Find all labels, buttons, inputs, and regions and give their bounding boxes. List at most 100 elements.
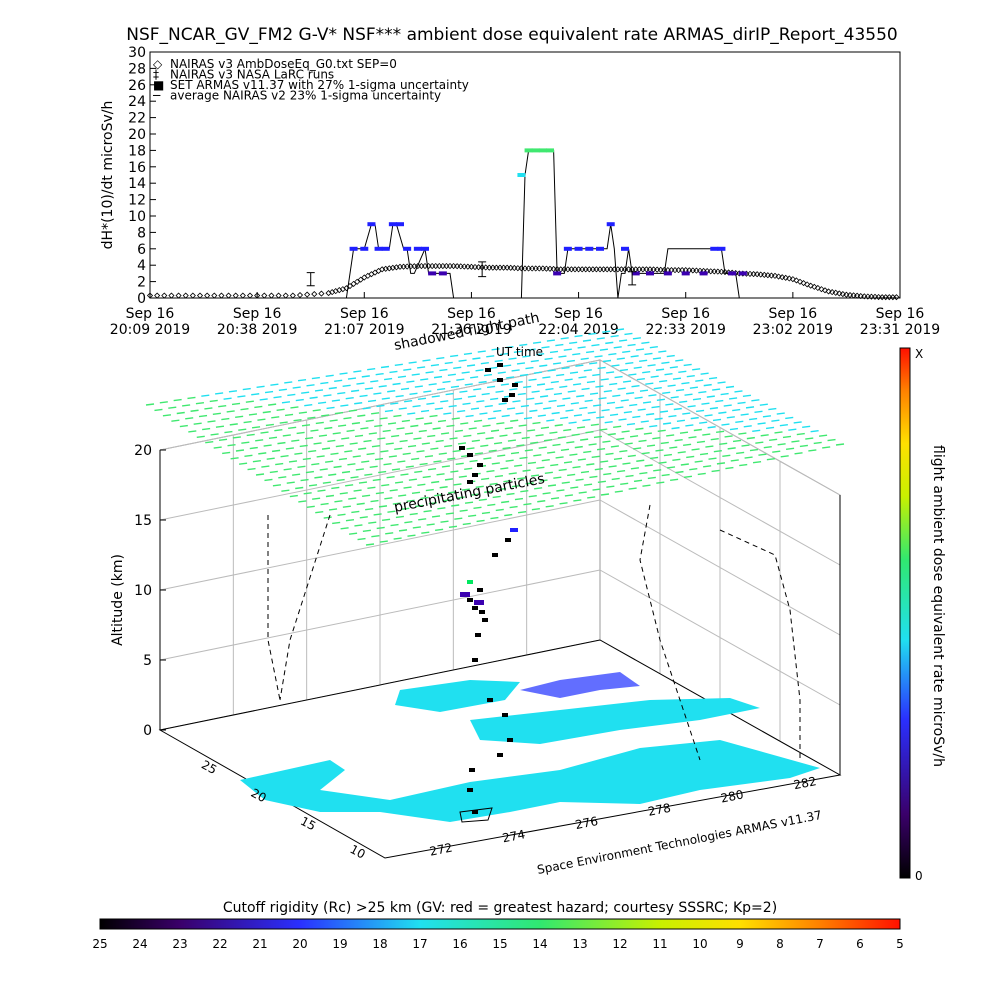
particle-mark <box>656 369 664 370</box>
particle-mark <box>288 427 296 428</box>
x-tick-date: Sep 16 <box>340 306 389 322</box>
particle-mark <box>503 365 511 366</box>
particle-mark <box>339 459 347 460</box>
x-tick-time: 23:31 2019 <box>860 322 940 338</box>
particle-mark <box>533 455 541 456</box>
particle-mark <box>514 465 522 466</box>
particle-mark <box>417 367 425 368</box>
particle-mark <box>364 474 372 475</box>
particle-mark <box>239 463 247 464</box>
particle-mark <box>452 418 460 419</box>
particle-mark <box>586 432 594 433</box>
particle-mark <box>530 442 538 443</box>
particle-mark <box>393 415 401 416</box>
particle-mark <box>282 402 290 403</box>
nairas-point <box>530 266 535 271</box>
particle-mark <box>760 404 768 405</box>
particle-mark <box>255 440 263 441</box>
particle-mark <box>436 358 444 359</box>
particle-mark <box>698 392 706 393</box>
y-tick-label: 0 <box>137 291 146 307</box>
particle-mark <box>366 420 374 421</box>
flight-path-point <box>479 610 485 614</box>
flight-path-point <box>509 393 515 397</box>
flight-path-point <box>472 473 478 477</box>
particle-mark <box>547 340 555 341</box>
particle-mark <box>562 398 570 399</box>
particle-mark <box>306 472 314 473</box>
particle-mark <box>598 367 606 368</box>
nairas-point <box>598 267 603 272</box>
particle-mark <box>648 477 656 478</box>
particle-mark <box>780 425 788 426</box>
particle-mark <box>384 464 392 465</box>
particle-mark <box>449 526 457 527</box>
particle-mark <box>481 363 489 364</box>
particle-mark <box>575 365 583 366</box>
particle-mark <box>524 418 532 419</box>
x-tick-date: Sep 16 <box>233 306 282 322</box>
x-tick-time: 20:09 2019 <box>110 322 190 338</box>
particle-mark <box>221 419 229 420</box>
particle-mark <box>331 487 339 488</box>
particle-mark <box>644 353 652 354</box>
particle-mark <box>196 403 204 404</box>
particle-mark <box>611 446 619 447</box>
flight-3d-scene: 05101520 Altitude (km) 27227427627828028… <box>110 310 844 877</box>
particle-mark <box>689 469 697 470</box>
particle-mark <box>781 456 789 457</box>
x-tick-time: 21:07 2019 <box>324 322 404 338</box>
particle-mark <box>805 438 813 439</box>
particle-mark <box>466 416 474 417</box>
x-tick-time: 22:33 2019 <box>645 322 725 338</box>
particle-mark <box>445 362 453 363</box>
particle-mark <box>686 456 694 457</box>
particle-mark <box>691 418 699 419</box>
nairas-point <box>198 293 203 298</box>
particle-mark <box>747 438 755 439</box>
particle-mark <box>380 541 388 542</box>
particle-mark <box>326 375 334 376</box>
flight-path-point <box>469 768 475 772</box>
particle-mark <box>399 530 407 531</box>
particle-mark <box>622 463 630 464</box>
particle-mark <box>346 398 354 399</box>
particle-mark <box>605 342 613 343</box>
particle-mark <box>269 437 277 438</box>
particle-mark <box>542 377 550 378</box>
particle-mark <box>435 529 443 530</box>
nairas-point <box>626 267 631 272</box>
particle-mark <box>692 449 700 450</box>
particle-mark <box>548 485 556 486</box>
particle-mark <box>528 462 536 463</box>
particle-mark <box>314 443 322 444</box>
nairas-point <box>312 292 317 297</box>
particle-mark <box>257 419 265 420</box>
particle-mark <box>532 391 540 392</box>
particle-mark <box>385 410 393 411</box>
particle-mark <box>590 393 598 394</box>
particle-mark <box>576 479 584 480</box>
particle-mark <box>519 425 527 426</box>
particle-mark <box>766 427 774 428</box>
particle-mark <box>428 469 436 470</box>
particle-mark <box>326 495 334 496</box>
rigidity-tick-label: 21 <box>252 937 267 951</box>
y-tick-label: 2 <box>137 275 146 291</box>
particle-mark <box>802 426 810 427</box>
longitude-tick-label: 282 <box>792 774 817 792</box>
particle-mark <box>471 408 479 409</box>
particle-mark <box>596 417 604 418</box>
particle-mark <box>392 469 400 470</box>
armas-point <box>700 271 708 275</box>
particle-mark <box>470 461 478 462</box>
particle-mark <box>379 506 387 507</box>
particle-mark <box>682 413 690 414</box>
particle-mark <box>716 431 724 432</box>
altitude-tick-label: 5 <box>143 653 152 669</box>
particle-mark <box>421 532 429 533</box>
particle-mark <box>254 406 262 407</box>
particle-mark <box>351 390 359 391</box>
particle-mark <box>253 461 261 462</box>
particle-mark <box>703 466 711 467</box>
